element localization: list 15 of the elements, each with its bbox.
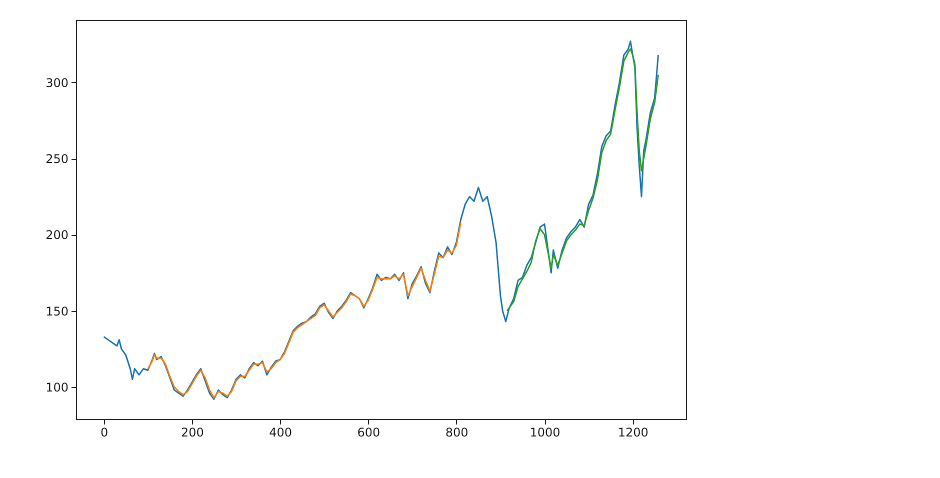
x-tick-label: 200 bbox=[180, 426, 204, 440]
x-tick-label: 600 bbox=[357, 426, 380, 440]
x-tick-label: 800 bbox=[445, 426, 468, 440]
line-series bbox=[103, 40, 659, 400]
y-tick-label: 100 bbox=[46, 380, 68, 395]
y-tick-label: 150 bbox=[46, 304, 68, 318]
y-tick-label: 250 bbox=[46, 152, 68, 166]
x-tick-label: 1200 bbox=[618, 426, 648, 440]
y-tick-label: 200 bbox=[46, 228, 68, 242]
line-series bbox=[506, 48, 659, 312]
x-tick-label: 400 bbox=[269, 426, 292, 440]
line-series bbox=[147, 222, 462, 398]
x-tick-label: 0 bbox=[100, 426, 108, 440]
x-tick-label: 1000 bbox=[530, 426, 560, 440]
y-tick-label: 300 bbox=[46, 76, 68, 90]
